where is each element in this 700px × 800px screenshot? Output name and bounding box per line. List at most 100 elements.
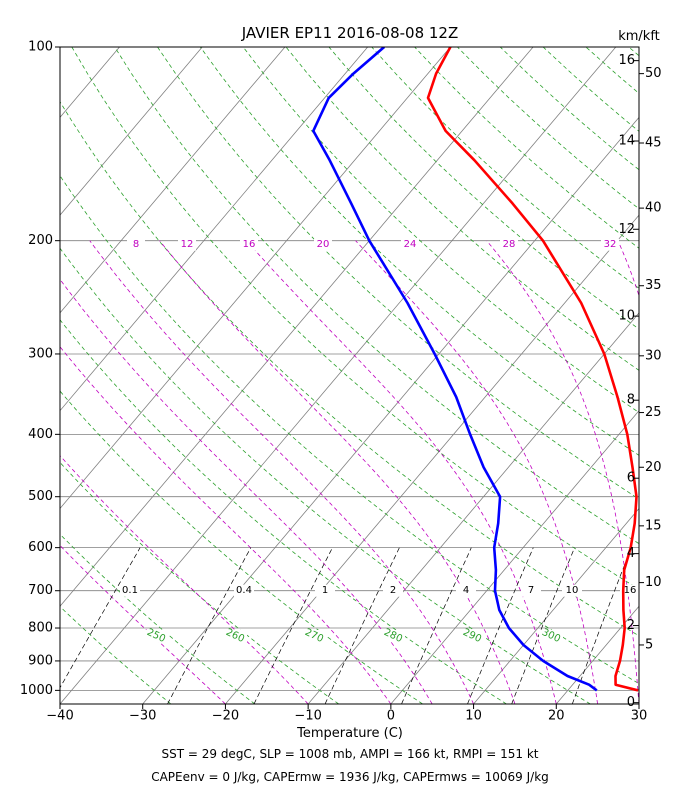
mixing-ratio-line <box>60 547 141 689</box>
moist-adiabat-label: 8 <box>133 239 139 250</box>
mixing-ratio-label-bg <box>456 584 476 597</box>
moist-adiabat-label: 28 <box>503 239 516 250</box>
x-tick-label: −20 <box>212 709 239 724</box>
dry-adiabat <box>60 101 639 637</box>
moist-adiabat-label: 24 <box>404 239 417 250</box>
dry-adiabat <box>60 606 172 704</box>
mixing-ratio-label: 7 <box>528 585 534 596</box>
pressure-tick-label: 200 <box>28 233 53 248</box>
dry-adiabat <box>60 461 339 704</box>
mixing-ratio-label-bg <box>120 584 140 597</box>
caption-line-1: SST = 29 degC, SLP = 1008 mb, AMPI = 166… <box>161 747 538 761</box>
dry-adiabat-label-bg <box>460 630 484 642</box>
mixing-ratio-line <box>167 547 252 704</box>
moist-adiabat-label-bg <box>314 238 332 251</box>
mixing-ratio-label: 16 <box>624 585 637 596</box>
mixing-ratio-label-bg <box>562 584 582 597</box>
kft-tick-label: 40 <box>645 201 662 216</box>
km-tick-label: 14 <box>618 134 635 149</box>
kft-tick-label: 25 <box>645 405 662 420</box>
mixing-ratio-label: 2 <box>390 585 396 596</box>
dry-adiabat <box>114 47 639 545</box>
moist-adiabat-label-bg <box>601 238 619 251</box>
mixing-ratio-line <box>253 547 333 704</box>
caption-line-2: CAPEenv = 0 J/kg, CAPErmw = 1936 J/kg, C… <box>151 770 549 784</box>
mixing-ratio-label: 1 <box>322 585 328 596</box>
mixing-ratio-label: 0.1 <box>122 585 138 596</box>
mixing-ratio-label: 0.4 <box>236 585 252 596</box>
moist-adiabat-label-bg <box>178 238 196 251</box>
dry-adiabat-label: 260 <box>224 627 246 645</box>
dry-adiabat <box>285 47 639 371</box>
moist-adiabat-label-bg <box>401 238 419 251</box>
kft-tick-label: 20 <box>645 460 662 475</box>
x-tick-label: −10 <box>294 709 321 724</box>
isotherm <box>0 47 37 704</box>
mixing-ratio-line <box>324 547 400 704</box>
dry-adiabat-label: 280 <box>382 627 404 645</box>
temperature-profile <box>426 47 639 692</box>
mixing-ratio-label-bg <box>234 584 254 597</box>
pressure-tick-label: 300 <box>28 346 53 361</box>
isotherm <box>60 47 617 704</box>
x-tick-label: 0 <box>387 709 395 724</box>
isotherm <box>60 47 286 314</box>
mixing-ratio-label-bg <box>521 584 541 597</box>
isotherm <box>60 47 534 607</box>
pressure-tick-label: 1000 <box>20 683 53 698</box>
x-tick-label: −40 <box>46 709 73 724</box>
km-tick-label: 16 <box>618 53 635 68</box>
km-tick-label: 2 <box>627 618 635 633</box>
kft-tick-label: 10 <box>645 575 662 590</box>
km-tick-label: 10 <box>618 309 635 324</box>
dry-adiabat <box>60 319 507 704</box>
dry-adiabat-label: 300 <box>540 627 562 645</box>
dry-adiabat <box>672 47 700 704</box>
isotherm <box>390 410 639 704</box>
right-axis-label: km/kft <box>618 29 660 44</box>
mixing-ratio-label: 10 <box>566 585 579 596</box>
moist-adiabat <box>60 455 309 704</box>
dry-adiabat-label: 270 <box>303 627 325 645</box>
kft-tick-label: 30 <box>645 348 662 363</box>
dry-adiabat <box>60 175 639 685</box>
mixing-ratio-line <box>511 547 575 704</box>
pressure-tick-label: 100 <box>28 40 53 55</box>
chart-title: JAVIER EP11 2016-08-08 12Z <box>241 24 459 42</box>
x-tick-label: 10 <box>465 709 482 724</box>
kft-tick-label: 5 <box>645 637 653 652</box>
km-tick-label: 4 <box>627 546 635 561</box>
kft-tick-label: 45 <box>645 136 662 151</box>
moist-adiabat-label: 32 <box>604 239 617 250</box>
isotherm <box>473 507 639 704</box>
moist-adiabat <box>60 346 392 704</box>
mixing-ratio-label-bg <box>383 584 403 597</box>
km-tick-label: 8 <box>627 393 635 408</box>
pressure-tick-label: 700 <box>28 583 53 598</box>
moist-adiabat-label-bg <box>240 238 258 251</box>
dry-adiabat-label: 250 <box>145 627 167 645</box>
pressure-tick-label: 800 <box>28 621 53 636</box>
pressure-tick-label: 400 <box>28 427 53 442</box>
moist-adiabat <box>60 278 433 704</box>
moist-adiabat-label: 20 <box>317 239 330 250</box>
isotherm <box>60 47 368 412</box>
pressure-tick-label: 500 <box>28 489 53 504</box>
kft-tick-label: 50 <box>645 66 662 81</box>
x-tick-label: 20 <box>548 709 565 724</box>
dry-adiabat <box>60 390 423 704</box>
moist-adiabat-label-bg <box>127 238 145 251</box>
x-tick-label: −30 <box>129 709 156 724</box>
plot-frame <box>59 46 640 705</box>
dry-adiabat-label-bg <box>302 630 326 642</box>
mixing-ratio-label: 4 <box>463 585 469 596</box>
dry-adiabat-label-bg <box>381 630 405 642</box>
mixing-ratio-line <box>401 547 472 704</box>
dry-adiabat <box>60 533 256 704</box>
mixing-ratio-line <box>571 547 632 704</box>
moist-adiabat <box>89 240 474 704</box>
km-tick-label: 0 <box>627 695 635 710</box>
moist-adiabat <box>159 240 516 704</box>
